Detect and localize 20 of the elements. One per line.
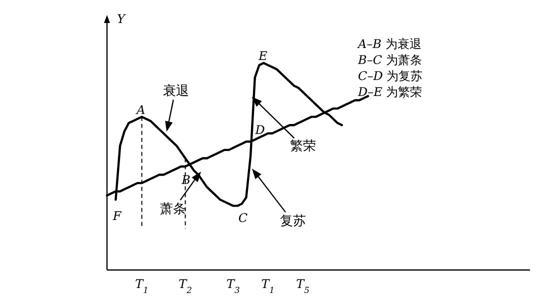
annotation: 萧条 [160,202,186,217]
annotation: D [254,123,266,137]
annotation: A [136,103,146,117]
annotation: 衰退 [163,83,189,99]
annotation: 复苏 [280,214,306,229]
annotation: E [258,49,268,63]
annotation: 繁荣 [290,139,316,154]
annotation: D–E 为繁荣 [357,85,422,99]
annotation: B [180,173,191,187]
x-tick-label: T$_{5}$ [296,277,310,295]
annotation: F [112,209,122,223]
text: A–B 为衰退 [357,37,422,51]
annotation: B–C 为萧条 [357,53,422,67]
annotation: C–D 为复苏 [358,69,423,83]
annotation: C [238,211,248,225]
x-tick-label: T$_{2}$ [178,277,192,295]
x-tick-label: T$_{1}$ [135,277,148,295]
x-tick-label: T$_{1}$ [261,277,275,295]
y-axis-title: Y [117,12,126,26]
x-tick-label: T$_{3}$ [226,277,240,295]
